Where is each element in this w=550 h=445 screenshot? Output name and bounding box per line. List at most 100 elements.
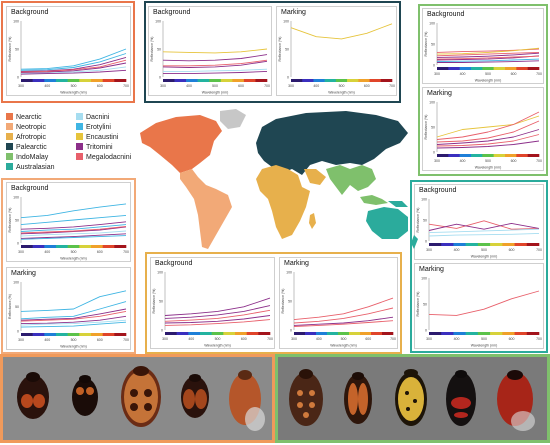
y-tick-label: 100 bbox=[429, 22, 435, 26]
series-line-6 bbox=[20, 319, 127, 326]
legend-swatch bbox=[76, 153, 83, 160]
afrotropic-marking-svg: 0 50 100 Reflectance (%) 300 400 500 600 700 Wave… bbox=[281, 271, 396, 348]
spectrum-segment bbox=[502, 332, 515, 335]
series-line-2 bbox=[164, 305, 271, 319]
spectrum-segment bbox=[232, 79, 245, 82]
neotropic-background-panel: Background 0 50 100 Reflectance (%) 300 400 500… bbox=[6, 182, 131, 262]
spectrum-segment bbox=[44, 245, 57, 248]
x-tick-label: 700 bbox=[536, 72, 542, 76]
series-line-4 bbox=[293, 320, 394, 327]
series-line-5 bbox=[164, 319, 271, 326]
beetle-8 bbox=[395, 369, 427, 426]
legend-label: Tritomini bbox=[86, 144, 113, 151]
x-tick-label: 500 bbox=[341, 337, 347, 341]
beetle-2 bbox=[72, 375, 98, 416]
y-axis-label: Reflectance (%) bbox=[424, 32, 428, 57]
series-line-5 bbox=[20, 226, 127, 235]
legend-region-australasian: Australasian bbox=[6, 163, 55, 172]
series-line-7 bbox=[20, 69, 127, 75]
y-tick-label: 50 bbox=[288, 300, 292, 304]
spectrum-segment bbox=[44, 333, 57, 336]
x-tick-label: 400 bbox=[460, 72, 466, 76]
x-tick-label: 300 bbox=[426, 337, 432, 341]
y-tick-label: 50 bbox=[423, 219, 427, 223]
x-tick-label: 500 bbox=[71, 84, 77, 88]
spectrum-segment bbox=[21, 79, 33, 82]
spectrum-segment bbox=[448, 154, 460, 157]
series-line-4 bbox=[20, 310, 127, 322]
palearctic-background-title: Background bbox=[153, 9, 191, 16]
series-line-3 bbox=[436, 52, 540, 58]
series-line-2 bbox=[20, 214, 127, 226]
spectrum-segment bbox=[360, 332, 372, 335]
map-indomalay bbox=[326, 165, 376, 195]
spectrum-segment bbox=[56, 245, 68, 248]
spectrum-segment bbox=[437, 67, 449, 70]
y-tick-label: 100 bbox=[421, 198, 427, 202]
x-tick-label: 700 bbox=[264, 84, 270, 88]
spectrum-segment bbox=[79, 79, 92, 82]
beetle-10 bbox=[497, 370, 535, 431]
x-tick-label: 500 bbox=[485, 159, 491, 163]
spectrum-segment bbox=[102, 79, 115, 82]
spectrum-segment bbox=[176, 332, 189, 335]
x-tick-label: 600 bbox=[365, 337, 371, 341]
spectrum-segment bbox=[79, 333, 92, 336]
spectrum-segment bbox=[380, 79, 393, 82]
spectrum-segment bbox=[67, 333, 80, 336]
x-tick-label: 700 bbox=[123, 338, 129, 342]
x-tick-label: 500 bbox=[481, 248, 487, 252]
spectrum-segment bbox=[56, 79, 68, 82]
y-tick-label: 0 bbox=[17, 242, 19, 246]
series-line-2 bbox=[162, 54, 268, 62]
legend-swatch bbox=[76, 123, 83, 130]
series-line-1 bbox=[428, 220, 540, 230]
y-axis-label: Reflectance (%) bbox=[8, 37, 12, 62]
x-axis-label: Wavelength (nm) bbox=[60, 257, 87, 261]
x-tick-label: 400 bbox=[454, 337, 460, 341]
spectrum-segment bbox=[165, 332, 177, 335]
spectrum-segment bbox=[338, 332, 350, 335]
spectrum-segment bbox=[91, 79, 103, 82]
series-line-5 bbox=[436, 55, 540, 60]
palearctic-marking-panel: Marking 0 50 100 Reflectance (%) 300 400 500 600… bbox=[276, 6, 397, 96]
spectrum-segment bbox=[102, 333, 115, 336]
palearctic-background-panel: Background 0 50 100 Reflectance (%) 300 400 500… bbox=[148, 6, 272, 96]
afrotropic-background-svg: 0 50 100 Reflectance (%) 300 400 500 600 700 Wave… bbox=[152, 271, 273, 348]
legend-swatch bbox=[76, 113, 83, 120]
spectrum-segment bbox=[163, 79, 175, 82]
spectrum-segment bbox=[255, 79, 268, 82]
map-indonesia bbox=[360, 195, 388, 205]
y-tick-label: 100 bbox=[429, 101, 435, 105]
legend-region-neotropic: Neotropic bbox=[6, 123, 46, 132]
australasian-background-svg: 0 50 100 Reflectance (%) 300 400 500 600 700 Wave… bbox=[416, 198, 542, 259]
x-tick-label: 600 bbox=[97, 338, 103, 342]
x-tick-label: 400 bbox=[186, 84, 192, 88]
map-australasian bbox=[366, 207, 408, 239]
photo-background-left bbox=[3, 357, 272, 440]
x-tick-label: 700 bbox=[536, 248, 542, 252]
y-tick-label: 50 bbox=[431, 126, 435, 130]
spectrum-segment bbox=[188, 332, 201, 335]
series-line-6 bbox=[436, 58, 540, 63]
y-tick-label: 0 bbox=[433, 64, 435, 68]
afrotropic-background-title: Background bbox=[155, 260, 193, 267]
x-tick-label: 300 bbox=[162, 337, 168, 341]
australasian-background-title: Background bbox=[419, 187, 457, 194]
beetle-1 bbox=[17, 372, 49, 419]
spectrum-segment bbox=[32, 245, 45, 248]
x-tick-label: 600 bbox=[97, 250, 103, 254]
palearctic-background-svg: 0 50 100 Reflectance (%) 300 400 500 600 700 Wave… bbox=[150, 20, 270, 95]
series-line-2 bbox=[20, 53, 127, 71]
x-tick-label: 400 bbox=[44, 84, 50, 88]
spectrum-segment bbox=[429, 332, 442, 335]
spectrum-segment bbox=[44, 79, 57, 82]
beetle-row-left bbox=[17, 366, 265, 431]
spectrum-segment bbox=[477, 332, 491, 335]
legend: Nearctic Neotropic Afrotropic Palearctic Ind… bbox=[2, 113, 140, 179]
series-line-3 bbox=[293, 316, 394, 326]
legend-swatch bbox=[76, 143, 83, 150]
map-new-guinea bbox=[388, 201, 408, 207]
x-tick-label: 500 bbox=[215, 337, 221, 341]
y-tick-label: 50 bbox=[285, 48, 289, 52]
